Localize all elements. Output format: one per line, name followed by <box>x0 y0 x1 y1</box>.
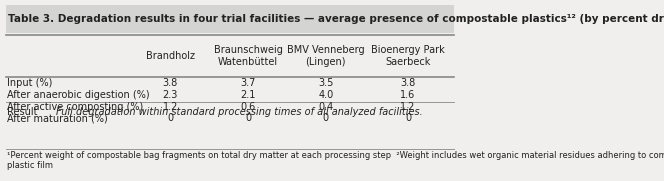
Text: Bioenergy Park
Saerbeck: Bioenergy Park Saerbeck <box>371 45 445 67</box>
Text: After anaerobic digestion (%): After anaerobic digestion (%) <box>7 90 149 100</box>
Text: 4.0: 4.0 <box>318 90 333 100</box>
Text: 0.4: 0.4 <box>318 102 333 111</box>
Text: 0: 0 <box>405 113 411 123</box>
Text: 0: 0 <box>167 113 173 123</box>
Text: 3.5: 3.5 <box>318 78 333 88</box>
Text: Result: Result <box>7 107 37 117</box>
Text: 2.3: 2.3 <box>163 90 178 100</box>
Text: ¹Percent weight of compostable bag fragments on total dry matter at each process: ¹Percent weight of compostable bag fragm… <box>7 151 664 171</box>
Text: 3.7: 3.7 <box>240 78 256 88</box>
Text: Input (%): Input (%) <box>7 78 52 88</box>
Text: 0.6: 0.6 <box>240 102 256 111</box>
Text: 2.1: 2.1 <box>240 90 256 100</box>
Text: Full degradation within standard processing times of all analyzed facilities.: Full degradation within standard process… <box>56 107 422 117</box>
Text: Brandholz: Brandholz <box>146 51 195 61</box>
Text: 3.8: 3.8 <box>163 78 178 88</box>
Text: 1.2: 1.2 <box>163 102 178 111</box>
Text: After active composting (%): After active composting (%) <box>7 102 143 111</box>
Text: 1.2: 1.2 <box>400 102 416 111</box>
Text: 0: 0 <box>245 113 251 123</box>
Text: After maturation (%): After maturation (%) <box>7 113 108 123</box>
Text: 3.8: 3.8 <box>400 78 416 88</box>
Text: 0: 0 <box>323 113 329 123</box>
FancyBboxPatch shape <box>6 5 454 33</box>
Text: BMV Venneberg
(Lingen): BMV Venneberg (Lingen) <box>287 45 365 67</box>
Text: 1.6: 1.6 <box>400 90 416 100</box>
Text: Braunschweig
Watenbüttel: Braunschweig Watenbüttel <box>214 45 282 67</box>
Text: Table 3. Degradation results in four trial facilities — average presence of comp: Table 3. Degradation results in four tri… <box>8 14 664 24</box>
